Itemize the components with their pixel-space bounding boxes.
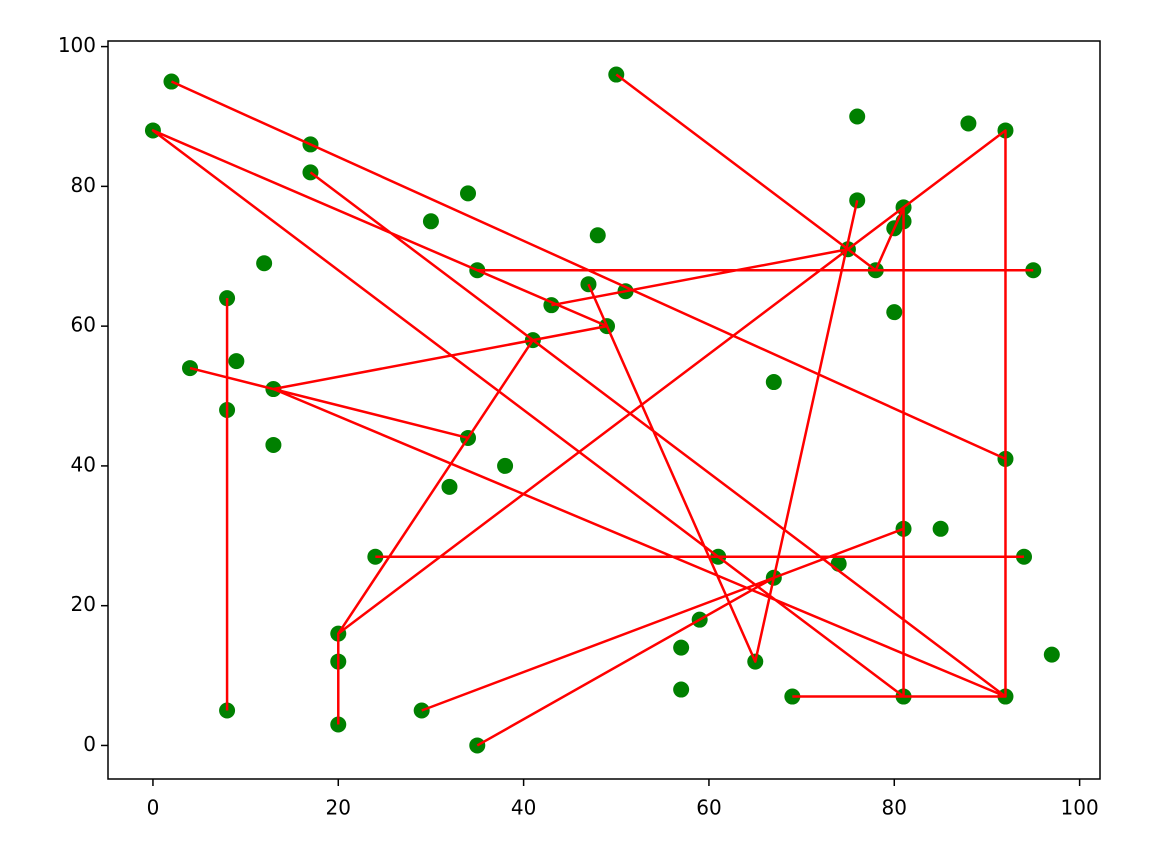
- route-line: [151, 73, 1034, 747]
- x-tick-label: 60: [696, 796, 721, 820]
- plot-frame: [107, 40, 1101, 780]
- point: [256, 255, 273, 272]
- y-tick-label: 0: [83, 732, 96, 756]
- y-tick-label: 60: [71, 313, 96, 337]
- x-tick-label: 0: [147, 796, 160, 820]
- point: [932, 520, 949, 537]
- point: [1043, 646, 1060, 663]
- point: [589, 227, 606, 244]
- point: [886, 304, 903, 321]
- point: [265, 436, 282, 453]
- x-tick-label: 40: [511, 796, 536, 820]
- y-tick-label: 20: [71, 592, 96, 616]
- point: [422, 213, 439, 230]
- y-tick-label: 100: [58, 33, 96, 57]
- point: [228, 353, 245, 370]
- point: [497, 457, 514, 474]
- point: [460, 185, 477, 202]
- point: [765, 374, 782, 391]
- point: [960, 115, 977, 132]
- point: [673, 639, 690, 656]
- point: [673, 681, 690, 698]
- x-tick-label: 20: [326, 796, 351, 820]
- x-tick-label: 80: [882, 796, 907, 820]
- y-tick-label: 40: [71, 452, 96, 476]
- point: [441, 478, 458, 495]
- y-tick-label: 80: [71, 173, 96, 197]
- point: [849, 108, 866, 125]
- x-tick-label: 100: [1061, 796, 1099, 820]
